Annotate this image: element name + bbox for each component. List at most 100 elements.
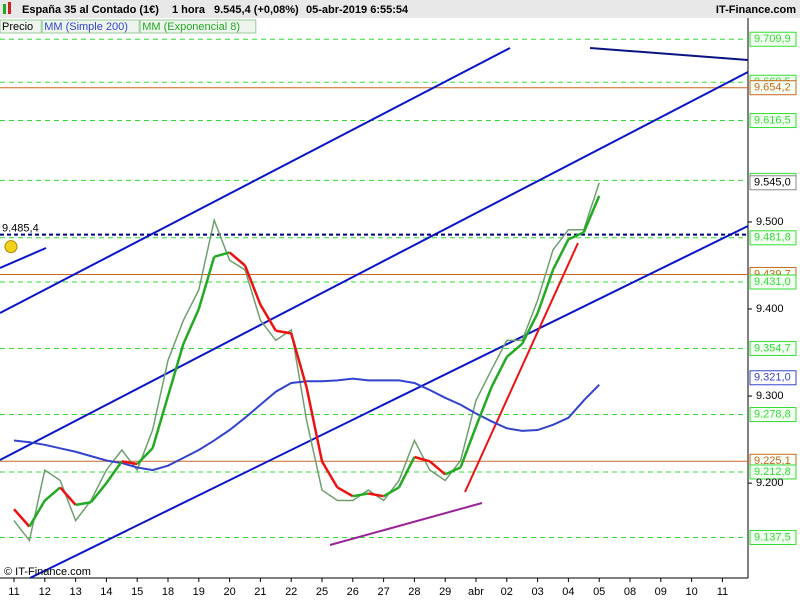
trend-line xyxy=(464,242,579,493)
icon xyxy=(3,4,6,14)
ma-segment xyxy=(228,251,246,267)
level-box xyxy=(749,340,797,356)
x-tick-label: 25 xyxy=(316,586,328,598)
ma-segment xyxy=(567,231,585,241)
ma-segment xyxy=(275,329,292,335)
legend-box xyxy=(0,19,42,34)
ma-segment xyxy=(505,342,524,358)
legend-label: MM (Simple 200) xyxy=(44,21,128,33)
x-tick-label: 20 xyxy=(223,586,235,598)
ma-segment xyxy=(90,482,108,504)
x-tick-label: 19 xyxy=(193,586,205,598)
x-tick-label: 22 xyxy=(285,586,297,598)
trend-line xyxy=(29,225,749,579)
level-label: 9.654,2 xyxy=(754,82,791,94)
x-tick-label: 11 xyxy=(717,586,728,598)
ma-segment xyxy=(213,251,230,258)
x-tick-label: 21 xyxy=(254,586,266,598)
series-line xyxy=(13,182,600,543)
level-label: 9.431,0 xyxy=(754,276,791,288)
ma-segment xyxy=(536,269,555,314)
ma-segment xyxy=(182,308,200,345)
ma-segment xyxy=(382,486,400,498)
x-tick-label: 13 xyxy=(69,586,81,598)
legend-label: Precio xyxy=(2,21,33,33)
x-tick-label: 09 xyxy=(655,586,667,598)
ma-segment xyxy=(197,256,216,310)
level-box xyxy=(749,464,797,480)
level-label: 9.354,7 xyxy=(754,342,791,354)
level-label: 9.616,5 xyxy=(754,114,791,126)
trend-line xyxy=(329,502,483,546)
x-tick-label: 11 xyxy=(8,586,19,598)
ma-segment xyxy=(444,466,462,476)
datetime: 05-abr-2019 6:55:54 xyxy=(306,4,409,16)
ma-segment xyxy=(13,508,31,528)
ma-segment xyxy=(320,460,339,489)
trend-line xyxy=(0,247,47,269)
legend-box xyxy=(41,19,140,34)
ma-segment xyxy=(121,460,138,466)
ma-segment xyxy=(521,312,539,345)
ma-segment xyxy=(397,456,416,489)
level-label: 9.137,5 xyxy=(754,531,791,543)
ma-segment xyxy=(352,492,369,498)
y-tick-label: 9.200 xyxy=(756,477,784,489)
series-line xyxy=(13,377,600,472)
header-bar xyxy=(0,0,800,18)
y-tick-label: 9.500 xyxy=(756,216,784,228)
timeframe: 1 hora xyxy=(172,4,206,16)
level-box xyxy=(749,230,797,246)
level-box xyxy=(749,407,797,423)
ma-segment xyxy=(551,238,570,271)
x-tick-label: 12 xyxy=(39,586,51,598)
ma-segment xyxy=(151,395,170,449)
ma-segment xyxy=(305,387,324,462)
ma-segment xyxy=(259,304,277,332)
footer: © IT-Finance.com xyxy=(4,566,91,578)
trend-line xyxy=(589,47,749,61)
ma-segment xyxy=(105,460,123,484)
ma-segment xyxy=(414,455,431,463)
ma-segment xyxy=(243,265,262,306)
legend-box xyxy=(139,19,257,34)
price-label: 9.545,0 xyxy=(754,177,791,189)
x-tick-label: 27 xyxy=(377,586,389,598)
x-tick-label: 29 xyxy=(439,586,451,598)
ma-segment xyxy=(582,195,601,233)
ma-box xyxy=(749,370,797,386)
ma-segment xyxy=(75,501,92,507)
level-label: 9.278,8 xyxy=(754,408,791,420)
ma-label: 9.321,0 xyxy=(754,372,791,384)
x-tick-label: 04 xyxy=(562,586,574,598)
ma-segment xyxy=(289,333,308,388)
level-box xyxy=(749,31,797,47)
x-tick-label: 28 xyxy=(408,586,420,598)
ma-segment xyxy=(459,426,478,468)
level-box xyxy=(749,80,797,96)
ma-segment xyxy=(136,447,154,465)
alert-label: 9.485,4 xyxy=(2,223,39,235)
level-label: 9.212,8 xyxy=(754,466,791,478)
price-box xyxy=(749,175,797,191)
level-label: 9.481,8 xyxy=(754,232,791,244)
level-label: 9.709,9 xyxy=(754,33,791,45)
ma-segment xyxy=(59,486,77,506)
x-tick-label: 08 xyxy=(624,586,636,598)
y-tick-label: 9.300 xyxy=(756,390,784,402)
x-tick-label: abr xyxy=(468,586,484,598)
x-tick-label: 15 xyxy=(131,586,143,598)
ma-segment xyxy=(166,343,185,397)
x-tick-label: 14 xyxy=(100,586,112,598)
x-tick-label: 18 xyxy=(162,586,174,598)
ma-segment xyxy=(336,486,354,498)
last-price: 9.545,4 (+0,08%) xyxy=(214,4,299,16)
x-tick-label: 26 xyxy=(347,586,359,598)
ma-segment xyxy=(367,492,384,498)
source: IT-Finance.com xyxy=(716,4,796,16)
level-box xyxy=(749,530,797,546)
x-tick-label: 02 xyxy=(501,586,513,598)
ma-segment xyxy=(28,499,46,528)
y-tick-label: 9.400 xyxy=(756,303,784,315)
